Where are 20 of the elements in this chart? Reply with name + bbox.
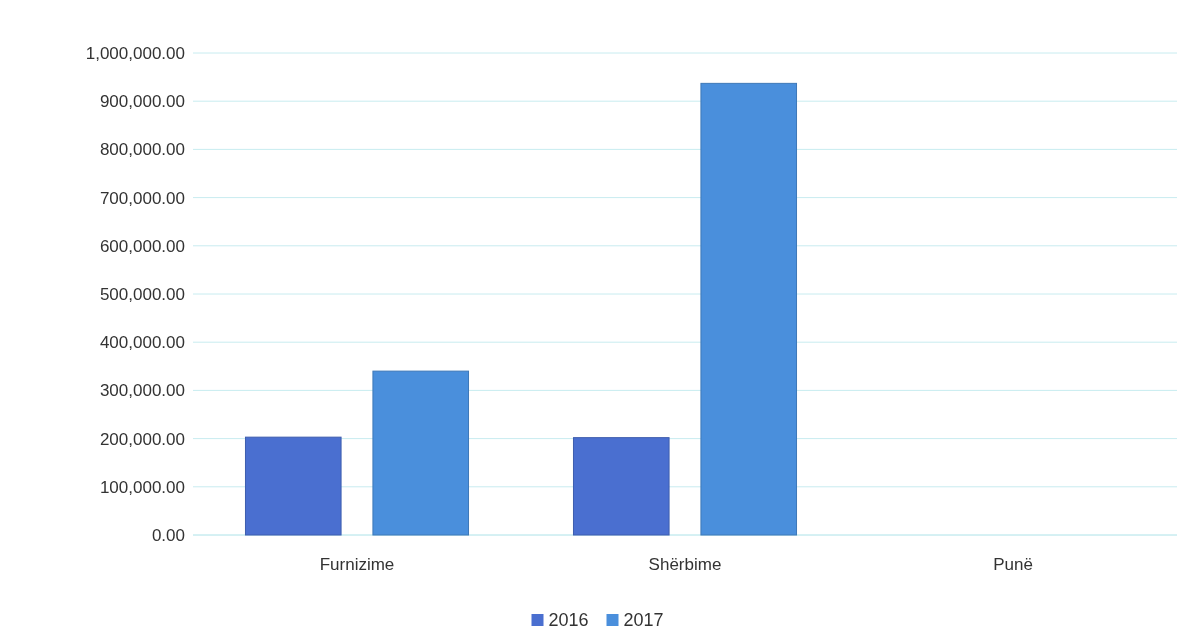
bar	[572, 437, 670, 536]
y-tick-label: 600,000.00	[99, 236, 185, 256]
y-tick-label: 300,000.00	[99, 381, 185, 401]
bar	[372, 370, 470, 536]
bar	[244, 436, 342, 536]
y-tick-label: 900,000.00	[99, 92, 185, 112]
y-tick-label: 1,000,000.00	[85, 43, 185, 63]
y-tick-label: 500,000.00	[99, 284, 185, 304]
y-tick-label: 400,000.00	[99, 333, 185, 353]
y-tick-label: 700,000.00	[99, 188, 185, 208]
y-tick-label: 200,000.00	[99, 429, 185, 449]
bar	[700, 82, 798, 536]
x-tick-label: Furnizime	[319, 555, 395, 574]
y-tick-label: 0.00	[151, 525, 185, 545]
legend-label: 2016	[548, 610, 589, 631]
y-tick-label: 800,000.00	[99, 140, 185, 160]
x-tick-label: Shërbime	[648, 555, 722, 574]
x-tick-label: Punë	[993, 555, 1033, 574]
legend-label: 2017	[623, 610, 664, 631]
y-tick-label: 100,000.00	[99, 477, 185, 497]
